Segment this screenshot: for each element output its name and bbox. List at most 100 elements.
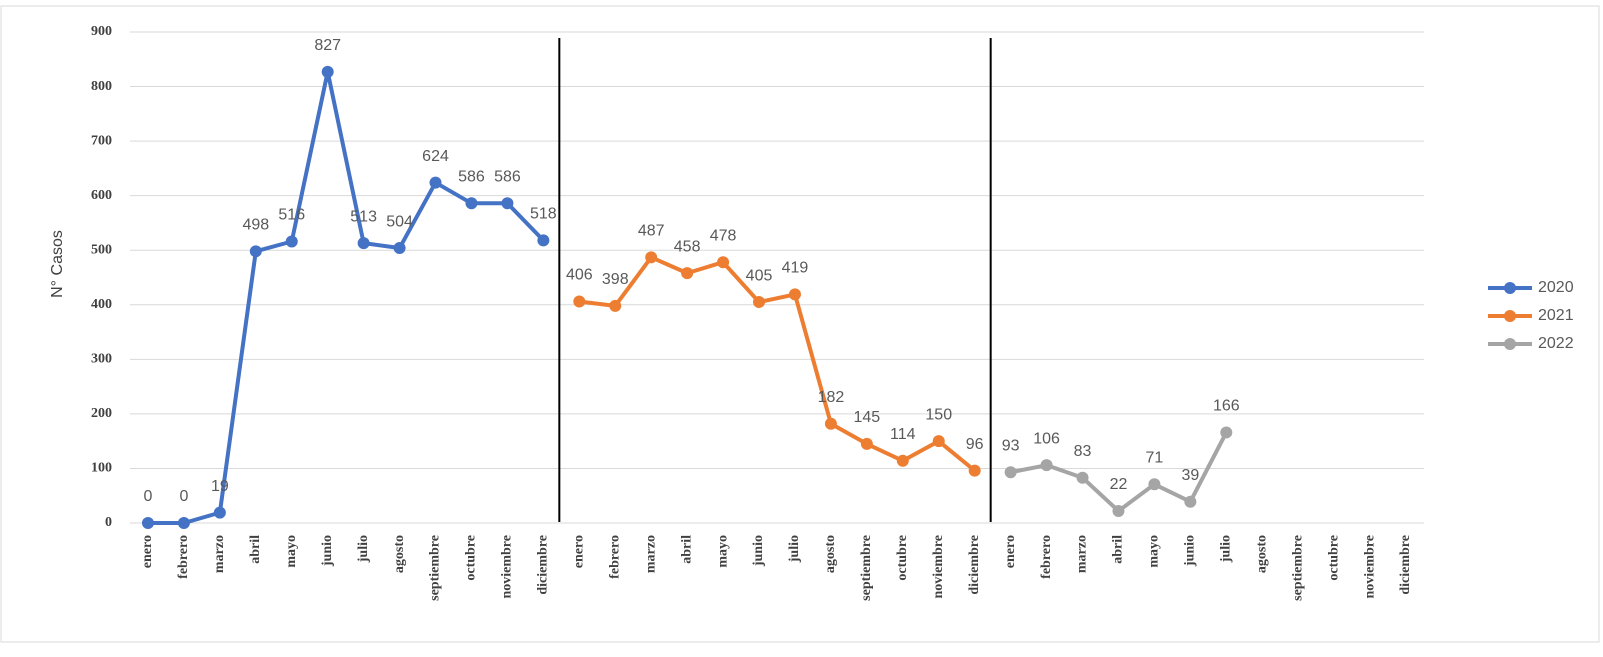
data-label: 166 (1213, 398, 1240, 415)
data-label: 150 (925, 406, 952, 423)
data-point (1112, 504, 1125, 517)
data-label: 504 (386, 213, 413, 230)
data-point (1184, 495, 1197, 508)
data-label: 182 (818, 389, 845, 406)
legend-marker (1504, 310, 1516, 322)
x-tick-label: abril (679, 535, 694, 564)
y-tick-label: 400 (91, 297, 112, 312)
data-label: 96 (966, 436, 984, 453)
data-label: 0 (179, 488, 188, 505)
y-tick-label: 200 (91, 406, 112, 421)
x-tick-label: junio (1183, 535, 1198, 567)
data-point (1220, 426, 1233, 439)
data-point (824, 417, 837, 430)
x-tick-label: enero (140, 535, 155, 568)
data-point (681, 267, 694, 280)
data-point (932, 435, 945, 448)
data-point (141, 517, 154, 529)
x-tick-label: septiembre (1290, 535, 1305, 601)
data-point (1004, 466, 1017, 479)
legend-marker (1504, 338, 1516, 350)
x-tick-label: mayo (284, 535, 299, 568)
legend-label: 2020 (1538, 279, 1574, 296)
data-label: 827 (314, 37, 341, 54)
data-label: 458 (674, 238, 701, 255)
y-tick-label: 0 (105, 515, 112, 530)
data-point (357, 237, 370, 250)
x-tick-label: diciembre (536, 535, 551, 595)
x-tick-label: julio (356, 535, 371, 563)
data-point (501, 197, 514, 210)
data-point (537, 234, 550, 247)
data-point (249, 245, 262, 258)
legend-label: 2021 (1538, 307, 1574, 324)
x-tick-label: noviembre (1362, 535, 1377, 599)
x-tick-label: septiembre (859, 535, 874, 601)
data-point (213, 506, 226, 519)
data-point (285, 235, 298, 248)
y-tick-label: 700 (91, 133, 112, 148)
x-tick-label: febrero (607, 535, 622, 579)
x-tick-label: marzo (643, 535, 658, 573)
x-tick-label: agosto (823, 535, 838, 573)
y-tick-label: 600 (91, 188, 112, 203)
x-tick-label: septiembre (428, 535, 443, 601)
x-tick-label: marzo (1075, 535, 1090, 573)
data-point (645, 251, 658, 264)
data-label: 19 (211, 478, 229, 495)
data-label: 487 (638, 223, 665, 240)
data-label: 83 (1074, 443, 1092, 460)
data-label: 478 (710, 227, 737, 244)
data-point (788, 288, 801, 301)
x-tick-label: mayo (1147, 535, 1162, 568)
data-label: 398 (602, 271, 629, 288)
data-point (1148, 478, 1161, 491)
data-label: 498 (242, 217, 269, 234)
x-tick-label: febrero (1039, 535, 1054, 579)
x-tick-label: julio (1219, 535, 1234, 563)
y-tick-label: 300 (91, 352, 112, 367)
legend-label: 2022 (1538, 335, 1574, 352)
x-tick-label: abril (1111, 535, 1126, 564)
data-label: 39 (1181, 467, 1199, 484)
y-axis-label: N° Casos (49, 230, 66, 298)
x-tick-label: diciembre (1398, 535, 1413, 595)
x-tick-label: noviembre (500, 535, 515, 599)
data-label: 513 (350, 208, 377, 225)
x-tick-label: julio (787, 535, 802, 563)
x-tick-label: febrero (176, 535, 191, 579)
data-label: 518 (530, 206, 557, 223)
x-tick-label: mayo (715, 535, 730, 568)
data-point (393, 242, 406, 255)
data-point (465, 197, 478, 210)
data-point (1076, 471, 1089, 484)
y-tick-label: 800 (91, 79, 112, 94)
data-point (177, 517, 190, 529)
data-label: 71 (1146, 449, 1164, 466)
y-tick-label: 500 (91, 242, 112, 257)
x-tick-label: enero (572, 535, 587, 568)
data-label: 114 (890, 426, 916, 443)
data-point (968, 464, 981, 477)
data-label: 93 (1002, 437, 1020, 454)
x-tick-label: octubre (895, 535, 910, 581)
data-label: 405 (746, 267, 773, 284)
x-tick-label: enero (1003, 535, 1018, 568)
data-point (429, 176, 442, 189)
data-point (896, 454, 909, 467)
y-tick-label: 100 (91, 461, 112, 476)
chart-frame (0, 5, 1600, 643)
data-point (573, 295, 586, 308)
data-label: 145 (854, 409, 881, 426)
data-label: 586 (458, 169, 485, 186)
data-point (860, 437, 873, 450)
x-tick-label: marzo (212, 535, 227, 573)
data-point (321, 65, 334, 78)
data-point (609, 299, 622, 312)
data-label: 624 (422, 148, 449, 165)
data-label: 106 (1033, 430, 1060, 447)
data-point (1040, 459, 1053, 472)
data-point (717, 256, 730, 269)
data-label: 516 (278, 207, 305, 224)
